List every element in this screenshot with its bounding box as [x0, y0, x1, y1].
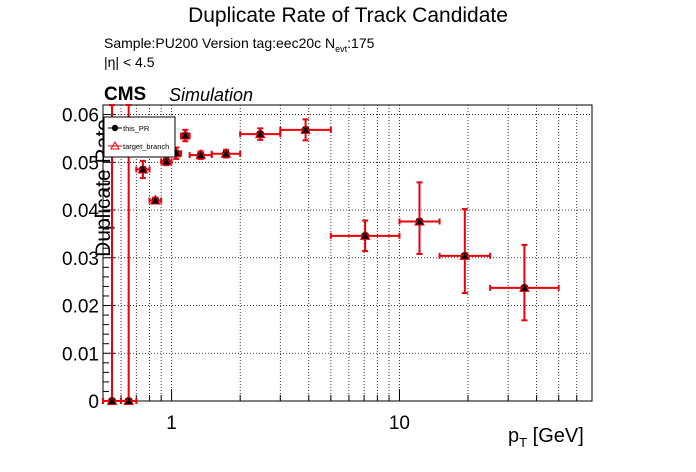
chart-title: Duplicate Rate of Track Candidate — [188, 4, 508, 27]
target-branch-marker — [161, 155, 172, 166]
data-point — [398, 181, 441, 255]
legend-label-this-pr: this_PR — [123, 124, 150, 133]
data-point — [179, 128, 191, 143]
sample-info: Sample:PU200 Version tag:eec20c Nevt:175 — [104, 35, 374, 54]
data-point — [438, 208, 492, 295]
y-tick-label: 0.05 — [62, 153, 99, 174]
data-point — [210, 147, 242, 159]
data-point — [329, 219, 401, 253]
y-tick-label: 0.02 — [62, 297, 99, 318]
data-point — [188, 149, 213, 160]
x-tick-label: 10 — [389, 413, 410, 434]
legend-marker-target-branch — [110, 140, 120, 150]
target-branch-marker — [519, 281, 530, 292]
y-tick-label: 0.01 — [62, 344, 99, 365]
x-tick-label: 1 — [166, 413, 177, 434]
target-branch-marker — [254, 128, 266, 139]
sample-info-sub: evt — [335, 43, 348, 54]
data-point — [135, 159, 151, 180]
data-point — [160, 155, 173, 167]
data-point — [239, 127, 282, 141]
x-axis-label-main: p — [508, 425, 520, 447]
axes: 0 0.01 0.02 0.03 0.04 0.05 0.06 1 10 — [62, 104, 593, 434]
x-axis-label-unit: [GeV] — [527, 425, 584, 447]
data-point — [148, 194, 163, 205]
cms-label: CMS — [104, 84, 147, 105]
legend-box — [103, 116, 176, 158]
y-tick-label: 0.03 — [62, 249, 99, 270]
y-tick-label: 0.04 — [62, 201, 99, 222]
target-branch-marker — [414, 215, 425, 226]
y-tick-label: 0 — [88, 392, 99, 413]
sample-info-tail: :175 — [347, 35, 375, 51]
legend-label-target-branch: target_branch — [123, 142, 169, 151]
target-branch-marker — [106, 394, 118, 405]
target-branch-marker — [359, 229, 371, 240]
target-branch-marker — [123, 394, 134, 405]
target-branch-marker — [220, 147, 232, 158]
legend: this_PR target_branch — [103, 116, 176, 158]
x-axis-label-sub: T — [519, 435, 528, 450]
x-axis-label: pT [GeV] — [508, 425, 584, 450]
eta-cut-label: |η| < 4.5 — [104, 54, 155, 70]
plot-frame — [102, 104, 593, 402]
sample-info-text: Sample:PU200 Version tag:eec20c N — [104, 35, 336, 51]
target-branch-marker — [300, 123, 311, 134]
y-tick-label: 0.06 — [62, 106, 99, 127]
legend-marker-this-pr — [111, 124, 119, 132]
target-branch-marker — [137, 163, 149, 174]
target-branch-marker — [150, 194, 161, 205]
target-branch-marker — [459, 249, 471, 260]
data-point — [279, 118, 332, 142]
simulation-label: Simulation — [169, 85, 254, 105]
target-branch-marker — [179, 129, 191, 140]
target-branch-marker — [195, 149, 207, 160]
data-point — [489, 243, 560, 322]
